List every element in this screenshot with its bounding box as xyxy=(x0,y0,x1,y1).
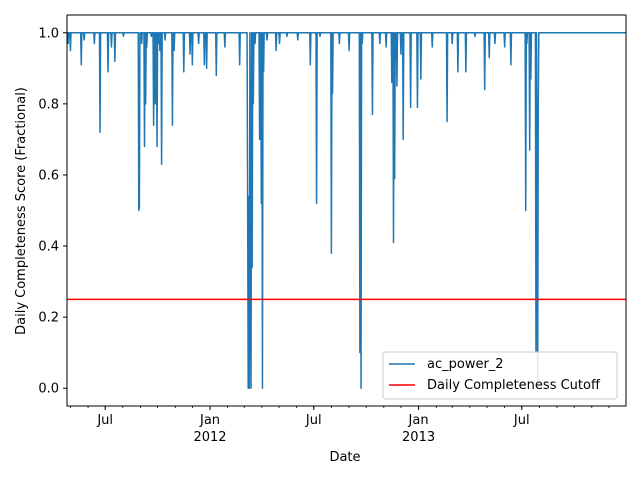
y-tick-label: 0.6 xyxy=(38,168,59,183)
y-tick-label: 0.0 xyxy=(38,382,59,397)
y-axis: 0.0 0.2 0.4 0.6 0.8 1.0 xyxy=(38,26,67,397)
series-line-ac-power xyxy=(66,32,627,389)
y-tick-label: 0.2 xyxy=(38,311,59,326)
plot-frame xyxy=(66,14,627,407)
x-tick-label: Jul xyxy=(513,413,530,428)
legend: ac_power_2 Daily Completeness Cutoff xyxy=(382,351,618,400)
x-tick-label: Jan xyxy=(199,413,220,428)
x-tick-label: Jul xyxy=(305,413,322,428)
y-tick-label: 1.0 xyxy=(38,26,59,41)
x-axis: Jul Jan 2012 Jul Jan 2013 Jul xyxy=(70,406,610,445)
x-tick-label: Jan xyxy=(408,413,429,428)
y-axis-label: Daily Completeness Score (Fractional) xyxy=(14,87,29,335)
legend-frame xyxy=(382,351,618,400)
x-tick-year-label: 2013 xyxy=(402,430,435,445)
x-tick-label: Jul xyxy=(96,413,113,428)
x-tick-year-label: 2012 xyxy=(193,430,226,445)
x-axis-label: Date xyxy=(329,450,360,465)
y-tick-label: 0.4 xyxy=(38,240,59,255)
plot-area xyxy=(66,14,627,407)
y-tick-label: 0.8 xyxy=(38,97,59,112)
legend-label-ac-power: ac_power_2 xyxy=(427,357,504,372)
legend-label-cutoff: Daily Completeness Cutoff xyxy=(427,378,601,393)
